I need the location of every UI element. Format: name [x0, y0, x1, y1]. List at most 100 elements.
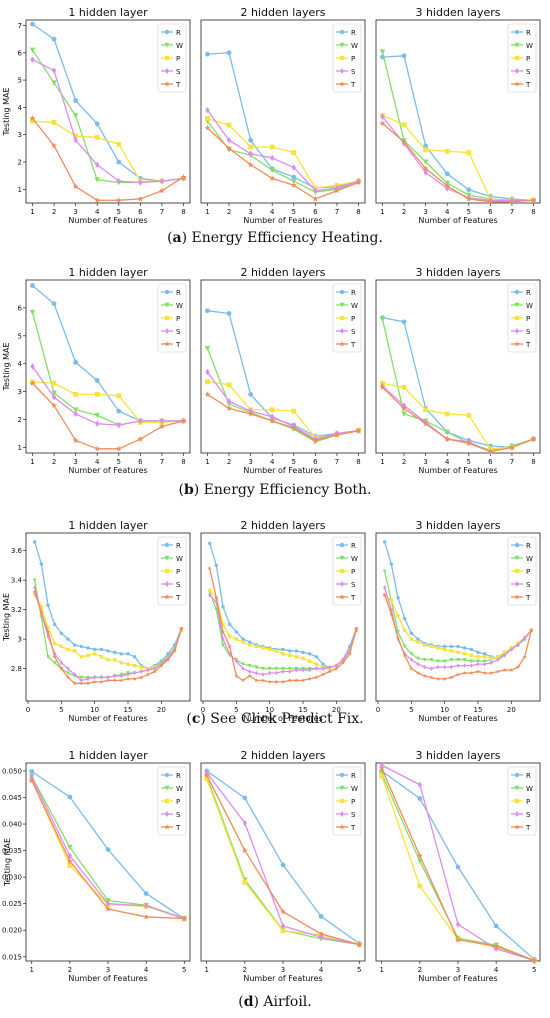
series-T-point — [379, 384, 386, 391]
series-R-point — [287, 649, 292, 653]
x-tick-label: 5 — [182, 966, 186, 974]
series-R-point — [389, 562, 394, 566]
series-T-point — [29, 115, 36, 121]
panel-b-2: 2 hidden layers Number of Features 1 2 3 4 5 6 7… — [200, 266, 366, 475]
series-P-point — [269, 144, 275, 150]
legend-P-label: P — [176, 315, 180, 323]
x-tick-label: 5 — [357, 966, 361, 974]
series-S-point — [321, 666, 325, 671]
series-R-point — [92, 647, 97, 652]
legend-T-label: T — [175, 594, 181, 602]
y-tick-label: 2 — [18, 159, 22, 167]
x-tick-label: 5 — [117, 208, 121, 216]
series-R-point — [207, 541, 212, 546]
legend-T-label: T — [175, 81, 181, 89]
legend-T-marker — [514, 594, 520, 600]
series-P-point — [247, 643, 252, 647]
series-T-point — [327, 669, 332, 674]
series-S-point — [51, 67, 57, 74]
legend-S-marker — [515, 581, 519, 587]
y-tick-label: 7 — [18, 22, 22, 30]
series-T-point — [290, 182, 297, 188]
series-T-point — [294, 678, 299, 683]
series-R-point — [442, 644, 447, 649]
series-S-point — [113, 673, 117, 679]
legend-P-marker — [164, 798, 170, 804]
series-T-point — [225, 145, 233, 151]
series-W-point — [436, 659, 440, 664]
legend-W-marker — [339, 302, 345, 308]
series-P-point — [234, 637, 239, 641]
legend-T-label: T — [350, 341, 356, 349]
x-tick-label: 7 — [510, 208, 514, 216]
series-T-point — [240, 678, 246, 683]
series-T-point — [59, 666, 64, 671]
x-tick-label: 8 — [181, 458, 185, 466]
x-axis-label: Number of Features — [68, 974, 147, 983]
series-T-point — [389, 611, 394, 616]
caption-letter: b — [184, 482, 194, 498]
legend-S-marker — [340, 68, 344, 74]
x-tick-label: 4 — [319, 966, 324, 974]
series-P-point — [261, 646, 265, 650]
series-R-point — [52, 622, 57, 627]
legend-P-marker — [164, 315, 170, 321]
panel-c-2: 2 hidden layers Number of Features 0 5 10 15 2… — [200, 519, 366, 723]
series-S-point — [443, 664, 447, 670]
legend-P-label: P — [526, 315, 530, 323]
series-T-point — [247, 673, 252, 678]
series-T — [379, 120, 537, 205]
x-axis-label: Number of Features — [68, 216, 147, 225]
series-T-point — [495, 669, 501, 674]
panel-a-1: 1 hidden layer Number of Features Testing … — [2, 6, 191, 225]
series-R-point — [79, 644, 84, 649]
legend-W-label: W — [176, 42, 183, 50]
y-tick-label: 3.6 — [11, 547, 23, 555]
series-T-point — [165, 657, 171, 662]
series-P-point — [52, 641, 57, 646]
legend-R-label: R — [526, 542, 531, 550]
series-P-point — [274, 649, 279, 653]
series-S-point — [409, 657, 413, 663]
series-T-point — [509, 667, 514, 672]
series-R-point — [401, 319, 407, 325]
series-P-point — [444, 411, 450, 417]
x-tick-label: 1 — [29, 966, 33, 974]
series-S-point — [86, 676, 90, 682]
series-R-point — [32, 540, 37, 544]
x-axis-label: Number of Features — [68, 714, 147, 723]
y-tick-label: 6 — [18, 304, 23, 312]
series-R-point — [221, 604, 225, 609]
x-tick-label: 20 — [157, 706, 166, 714]
series-T-point — [320, 672, 326, 677]
series-R-point — [105, 847, 111, 852]
series-S-point — [268, 670, 272, 676]
series-P-point — [476, 655, 480, 659]
series-T-point — [508, 198, 516, 205]
series-P-point — [226, 122, 232, 128]
panel-title: 2 hidden layers — [240, 749, 325, 762]
y-tick-label: 5 — [18, 332, 22, 340]
series-S-point — [456, 663, 460, 668]
x-tick-label: 5 — [234, 706, 238, 714]
series-W-point — [462, 658, 467, 662]
series-T-point — [72, 681, 77, 686]
caption-paren-open: ( — [167, 230, 172, 246]
series-R-point — [423, 143, 429, 149]
x-tick-label: 4 — [95, 458, 100, 466]
series-T-point — [333, 187, 341, 194]
legend-S-marker — [515, 328, 519, 334]
series-P — [30, 118, 186, 184]
series-S-point — [417, 781, 423, 789]
series-T — [29, 115, 187, 203]
series-S-point — [483, 661, 487, 667]
series-P-point — [423, 147, 429, 153]
y-tick-label: 0.015 — [2, 953, 22, 961]
series-S — [30, 363, 186, 429]
series-T-line — [34, 591, 182, 684]
series-S-point — [493, 945, 499, 953]
series-P-point — [106, 658, 110, 662]
panel-b-1: 1 hidden layer Number of Features Testing … — [2, 266, 191, 475]
series-T-point — [529, 627, 534, 633]
